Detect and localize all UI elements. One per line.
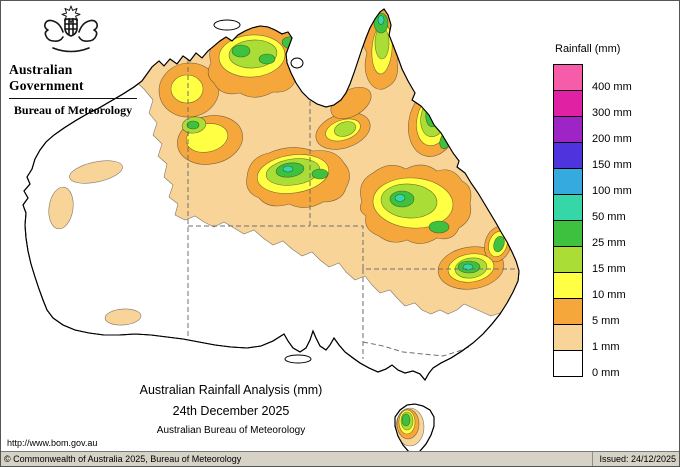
australia-rainfall-map [22, 8, 520, 457]
legend-swatch [553, 168, 583, 195]
legend-swatch [553, 350, 583, 377]
legend-row: 5 mm [553, 298, 677, 327]
issued-text: Issued: 24/12/2025 [592, 452, 676, 466]
legend-swatch [553, 142, 583, 169]
coat-of-arms-icon [44, 5, 98, 53]
legend-row: 100 mm [553, 168, 677, 197]
legend-label: 100 mm [592, 184, 632, 197]
legend-swatch [553, 272, 583, 299]
legend-row: 300 mm [553, 90, 677, 119]
legend-swatch [553, 246, 583, 273]
gov-title: Australian Government [9, 62, 84, 93]
caption-title: Australian Rainfall Analysis (mm) [139, 383, 323, 397]
legend-row: 400 mm [553, 64, 677, 93]
legend-swatch [553, 64, 583, 91]
rainfall-legend: Rainfall (mm) 400 mm 300 mm 200 mm 150 m… [553, 43, 677, 379]
header: Australian Government Bureau of Meteorol… [9, 5, 141, 118]
coastline [22, 8, 520, 381]
legend-swatch [553, 220, 583, 247]
legend-label: 400 mm [592, 80, 632, 93]
groote-eylandt [290, 57, 304, 69]
legend-label: 1 mm [592, 340, 620, 353]
legend-swatch [553, 116, 583, 143]
legend-label: 5 mm [592, 314, 620, 327]
bureau-title: Bureau of Meteorology [13, 103, 133, 117]
legend-row: 0 mm [553, 350, 677, 379]
legend-row: 200 mm [553, 116, 677, 145]
legend-label: 25 mm [592, 236, 626, 249]
kangaroo-island [284, 354, 312, 364]
legend-swatch [553, 194, 583, 221]
legend-label: 150 mm [592, 158, 632, 171]
copyright-text: © Commonwealth of Australia 2025, Bureau… [4, 454, 242, 464]
status-bar: © Commonwealth of Australia 2025, Bureau… [1, 451, 679, 466]
legend-title: Rainfall (mm) [555, 43, 621, 55]
state-borders [187, 59, 517, 359]
legend-row: 1 mm [553, 324, 677, 353]
legend-row: 150 mm [553, 142, 677, 171]
legend-row: 10 mm [553, 272, 677, 301]
melville-island [213, 19, 241, 31]
legend-swatch [553, 90, 583, 117]
legend-label: 300 mm [592, 106, 632, 119]
legend-label: 0 mm [592, 366, 620, 379]
legend-label: 10 mm [592, 288, 626, 301]
header-divider [9, 98, 137, 99]
legend-row: 50 mm [553, 194, 677, 223]
legend-label: 15 mm [592, 262, 626, 275]
bom-url: http://www.bom.gov.au [7, 438, 98, 448]
legend-swatch [553, 298, 583, 325]
legend-label: 200 mm [592, 132, 632, 145]
caption-org: Australian Bureau of Meteorology [156, 425, 306, 436]
legend-swatch [553, 324, 583, 351]
caption-date: 24th December 2025 [172, 404, 290, 418]
legend-label: 50 mm [592, 210, 626, 223]
map-caption: Australian Rainfall Analysis (mm) 24th D… [86, 383, 376, 436]
legend-row: 25 mm [553, 220, 677, 249]
legend-rows: 400 mm 300 mm 200 mm 150 mm 100 mm 50 mm… [553, 64, 677, 379]
legend-row: 15 mm [553, 246, 677, 275]
